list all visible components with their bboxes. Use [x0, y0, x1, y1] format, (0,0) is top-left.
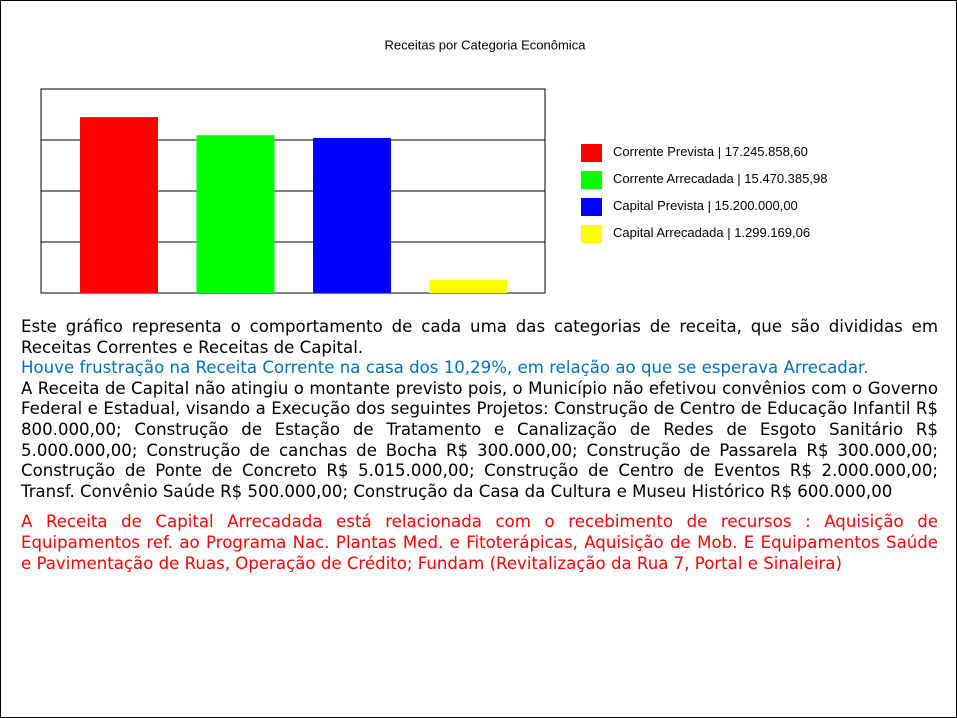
bar: [196, 135, 275, 293]
legend-label: Capital Prevista | 15.200.000,00: [613, 198, 798, 213]
paragraph: A Receita de Capital Arrecadada está rel…: [21, 512, 938, 573]
paragraph: A Receita de Capital não atingiu o monta…: [21, 378, 938, 501]
legend-value: 17.245.858,60: [725, 144, 808, 159]
paragraph: Houve frustração na Receita Corrente na …: [21, 358, 869, 378]
legend-value: 15.470.385,98: [744, 171, 827, 186]
legend-name: Capital Prevista: [613, 198, 705, 213]
legend-label: Corrente Prevista | 17.245.858,60: [613, 144, 808, 159]
legend-name: Corrente Arrecadada: [613, 171, 734, 186]
legend-name: Corrente Prevista: [613, 144, 715, 159]
bar: [429, 279, 508, 293]
bar: [313, 137, 391, 293]
legend-swatch: [581, 198, 602, 216]
paragraph: Este gráfico representa o comportamento …: [21, 317, 938, 357]
text-block: Este gráfico representa o comportamento …: [21, 317, 938, 574]
legend-value: 15.200.000,00: [715, 198, 798, 213]
bar: [80, 117, 158, 293]
chart-title: Receitas por Categoria Econômica: [385, 37, 587, 52]
legend-name: Capital Arrecadada: [613, 225, 724, 240]
legend-swatch: [581, 171, 602, 189]
legend-label: Corrente Arrecadada | 15.470.385,98: [613, 171, 827, 186]
legend-swatch: [581, 225, 602, 243]
legend-label: Capital Arrecadada | 1.299.169,06: [613, 225, 810, 240]
legend-swatch: [581, 144, 602, 162]
legend-value: 1.299.169,06: [734, 225, 810, 240]
chart: Receitas por Categoria Econômica Corrent…: [40, 37, 827, 294]
